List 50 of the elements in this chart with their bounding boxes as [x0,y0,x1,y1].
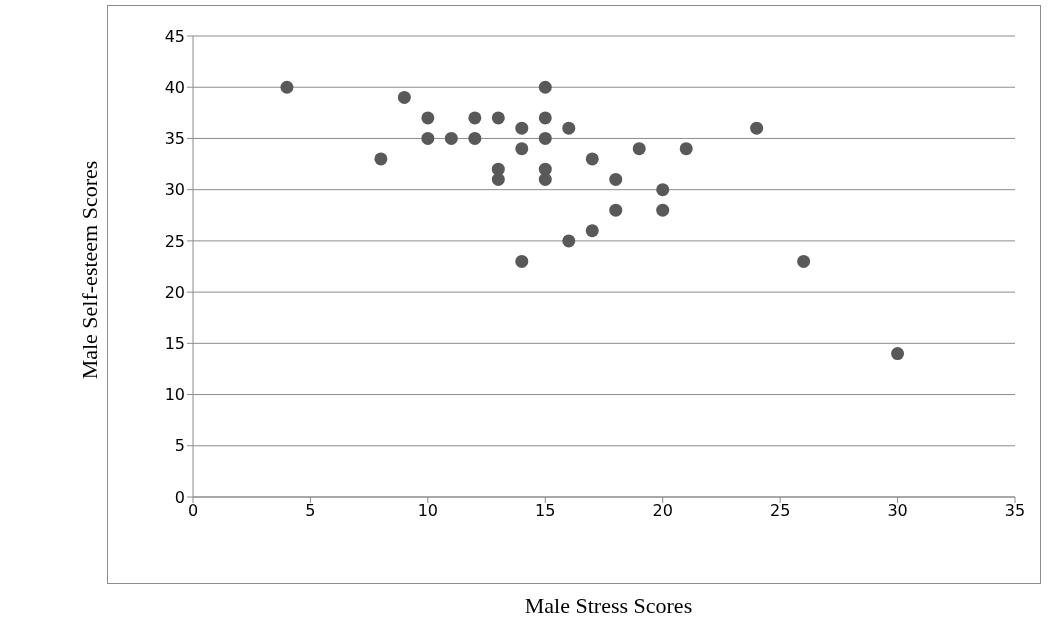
y-tick-label: 20 [164,282,185,302]
point [515,121,529,135]
point [750,121,764,135]
y-tick-label: 30 [164,180,185,200]
point [491,111,505,125]
y-axis-title: Male Self-esteem Scores [77,160,103,380]
point [538,131,552,145]
point [468,131,482,145]
point [421,131,435,145]
point [585,152,599,166]
point [374,152,388,166]
point [679,142,693,156]
point [585,224,599,238]
x-tick-label: 20 [652,501,673,521]
point [609,172,623,186]
y-tick-label: 5 [174,436,185,456]
point [797,254,811,268]
x-tick-label: 25 [769,501,791,521]
point [562,121,576,135]
point [656,183,670,197]
point [538,111,552,125]
x-tick-label: 35 [1004,501,1026,521]
x-tick-label: 15 [535,501,556,521]
x-tick-label: 5 [305,501,316,521]
y-tick-label: 35 [164,129,185,149]
point [632,142,646,156]
point [656,203,670,217]
y-tick-label: 40 [164,77,185,97]
point [444,131,458,145]
y-tick-label: 25 [164,231,185,251]
y-tick-label: 45 [164,26,185,46]
point [609,203,623,217]
y-tick-label: 15 [164,334,185,354]
point [397,90,411,104]
x-tick-label: 0 [187,501,199,521]
x-axis-title: Male Stress Scores [523,593,694,619]
point [491,172,505,186]
point [538,172,552,186]
point [468,111,482,125]
point [421,111,435,125]
point [562,234,576,248]
point [280,80,294,94]
point [515,142,529,156]
point [891,347,905,361]
x-tick-label: 10 [417,501,439,521]
y-tick-label: 10 [164,385,185,405]
point [515,254,529,268]
point [538,80,552,94]
x-tick-label: 30 [887,501,908,521]
y-tick-label: 0 [174,487,185,507]
